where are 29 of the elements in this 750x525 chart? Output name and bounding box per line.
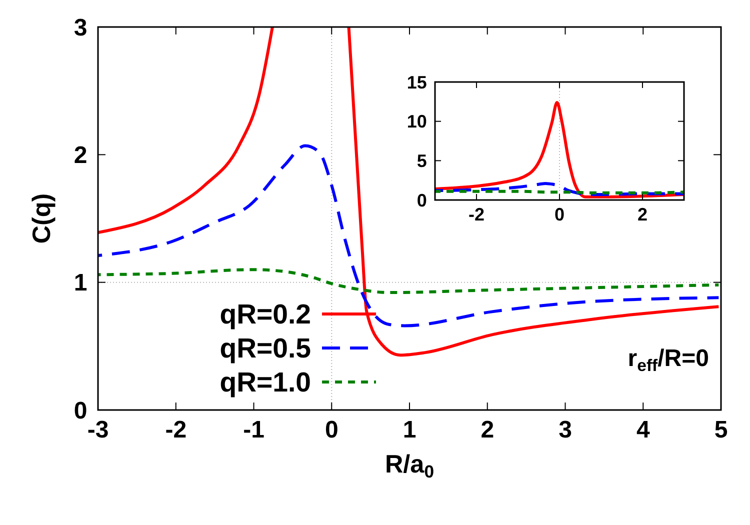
annotation: r$_{eff}$/R=0 xyxy=(628,345,709,376)
x-tick-label: -2 xyxy=(165,416,187,444)
line-series xyxy=(435,182,684,196)
y-tick-label: 0 xyxy=(416,190,427,210)
x-axis-title: R/a$_{0}$ xyxy=(384,450,434,482)
y-tick-label: 15 xyxy=(406,72,427,92)
legend-label: qR=0.5 xyxy=(220,332,311,364)
x-tick-label: -1 xyxy=(243,416,264,444)
y-tick-label: 0 xyxy=(74,397,88,424)
x-tick-label: 2 xyxy=(637,204,648,225)
y-tick-label: 3 xyxy=(74,14,88,42)
y-tick-label: 10 xyxy=(406,112,427,132)
line-series xyxy=(435,100,684,198)
x-tick-label: 5 xyxy=(714,416,728,444)
x-tick-label: 0 xyxy=(324,416,338,444)
y-tick-label: 5 xyxy=(416,150,427,171)
legend-label: qR=0.2 xyxy=(220,298,311,330)
x-tick-label: 0 xyxy=(554,204,565,225)
x-tick-label: 4 xyxy=(636,416,650,444)
x-tick-label: -3 xyxy=(87,416,109,444)
x-tick-label: 2 xyxy=(480,416,494,444)
line-series xyxy=(98,268,720,294)
y-axis-title: C(q) xyxy=(28,193,56,244)
y-tick-label: 2 xyxy=(74,142,88,170)
line-series xyxy=(98,144,720,328)
legend-label: qR=1.0 xyxy=(220,366,311,398)
x-tick-label: 3 xyxy=(558,416,572,444)
y-tick-label: 1 xyxy=(74,270,88,297)
x-tick-label: -2 xyxy=(468,204,485,225)
